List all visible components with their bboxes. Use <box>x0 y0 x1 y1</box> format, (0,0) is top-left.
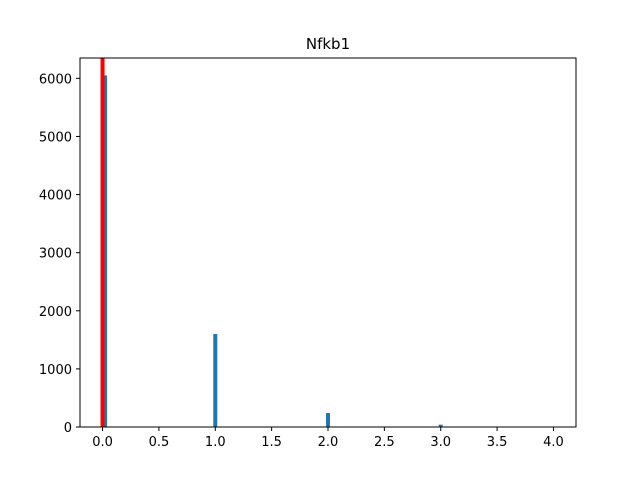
x-tick-label-7: 3.5 <box>487 435 508 450</box>
y-axis: 0 1000 2000 3000 4000 5000 6000 <box>39 72 80 436</box>
bar-series1-0 <box>100 58 105 427</box>
x-tick-label-2: 1.0 <box>205 435 226 450</box>
bar-series0-2 <box>326 413 330 427</box>
x-axis: 0.0 0.5 1.0 1.5 2.0 2.5 3.0 3.5 4.0 <box>92 427 564 450</box>
x-tick-label-6: 3.0 <box>430 435 451 450</box>
bar-series0-1 <box>213 334 218 427</box>
y-tick-label-1: 1000 <box>39 363 72 378</box>
plot-frame <box>79 57 577 428</box>
x-tick-label-0: 0.0 <box>92 435 113 450</box>
y-tick-label-5: 5000 <box>39 130 72 145</box>
x-tick-label-3: 1.5 <box>261 435 282 450</box>
bar-series0-0 <box>103 75 108 427</box>
x-tick-label-4: 2.0 <box>318 435 339 450</box>
bars-group <box>100 58 556 427</box>
y-tick-label-3: 3000 <box>39 247 72 262</box>
y-tick-label-0: 0 <box>64 421 72 436</box>
x-tick-label-5: 2.5 <box>374 435 395 450</box>
x-tick-label-8: 4.0 <box>543 435 564 450</box>
y-tick-label-2: 2000 <box>39 305 72 320</box>
y-tick-label-6: 6000 <box>39 72 72 87</box>
chart-title: Nfkb1 <box>306 35 350 53</box>
bar-series0-3 <box>438 424 443 427</box>
x-tick-label-1: 0.5 <box>149 435 170 450</box>
y-tick-label-4: 4000 <box>39 189 72 204</box>
